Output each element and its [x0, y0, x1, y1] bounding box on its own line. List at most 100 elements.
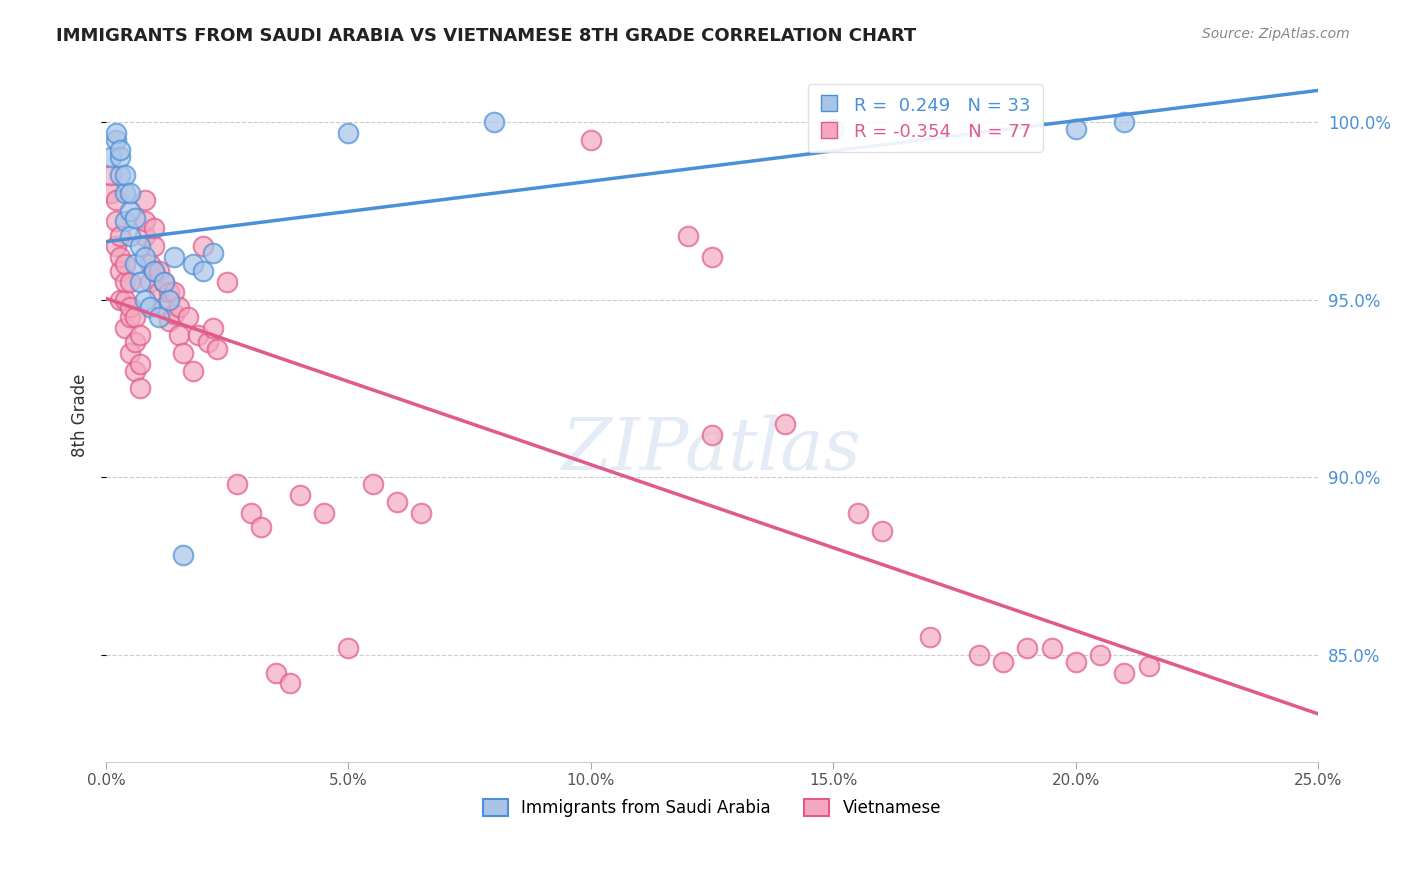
Point: [128, 275, 150, 289]
Point: [163, 250, 186, 264]
Point: [114, 214, 136, 228]
Point: [201, 246, 224, 260]
Point: [104, 193, 127, 207]
Point: [264, 665, 287, 680]
Point: [157, 285, 180, 300]
Point: [823, 122, 845, 136]
Point: [104, 214, 127, 228]
Point: [153, 300, 176, 314]
Point: [157, 293, 180, 307]
Point: [1137, 658, 1160, 673]
Point: [163, 307, 186, 321]
Point: [128, 239, 150, 253]
Point: [128, 328, 150, 343]
Point: [143, 264, 166, 278]
Point: [100, 150, 122, 164]
Point: [187, 328, 209, 343]
Point: [167, 328, 190, 343]
Point: [120, 275, 142, 289]
Point: [114, 186, 136, 200]
Point: [411, 506, 433, 520]
Point: [482, 115, 505, 129]
Point: [134, 193, 156, 207]
Text: ZIPatlas: ZIPatlas: [562, 415, 862, 485]
Point: [920, 630, 942, 644]
Point: [138, 257, 160, 271]
Legend: Immigrants from Saudi Arabia, Vietnamese: Immigrants from Saudi Arabia, Vietnamese: [477, 793, 948, 824]
Point: [177, 310, 200, 325]
Point: [138, 275, 160, 289]
Point: [361, 477, 384, 491]
Point: [124, 211, 146, 225]
Point: [676, 228, 699, 243]
Point: [143, 264, 166, 278]
Point: [114, 293, 136, 307]
Point: [128, 381, 150, 395]
Point: [191, 239, 214, 253]
Point: [250, 520, 273, 534]
Point: [110, 150, 132, 164]
Point: [134, 293, 156, 307]
Point: [991, 655, 1014, 669]
Point: [120, 228, 142, 243]
Point: [773, 417, 796, 431]
Point: [134, 214, 156, 228]
Point: [967, 648, 990, 662]
Point: [1064, 122, 1087, 136]
Point: [120, 300, 142, 314]
Point: [104, 126, 127, 140]
Point: [1114, 115, 1136, 129]
Point: [240, 506, 263, 520]
Point: [120, 310, 142, 325]
Point: [134, 250, 156, 264]
Point: [148, 310, 170, 325]
Point: [110, 250, 132, 264]
Point: [104, 133, 127, 147]
Point: [181, 364, 204, 378]
Point: [201, 321, 224, 335]
Point: [114, 168, 136, 182]
Point: [337, 126, 360, 140]
Point: [114, 321, 136, 335]
Text: IMMIGRANTS FROM SAUDI ARABIA VS VIETNAMESE 8TH GRADE CORRELATION CHART: IMMIGRANTS FROM SAUDI ARABIA VS VIETNAME…: [56, 27, 917, 45]
Point: [114, 275, 136, 289]
Point: [1040, 640, 1063, 655]
Point: [314, 506, 336, 520]
Point: [124, 257, 146, 271]
Point: [1088, 648, 1111, 662]
Point: [700, 427, 723, 442]
Point: [148, 285, 170, 300]
Point: [225, 477, 247, 491]
Point: [846, 506, 869, 520]
Point: [153, 275, 176, 289]
Point: [143, 239, 166, 253]
Point: [167, 300, 190, 314]
Point: [110, 264, 132, 278]
Point: [148, 264, 170, 278]
Point: [1017, 640, 1039, 655]
Point: [288, 488, 311, 502]
Point: [173, 549, 195, 563]
Point: [207, 343, 229, 357]
Point: [104, 239, 127, 253]
Point: [134, 228, 156, 243]
Point: [110, 168, 132, 182]
Point: [124, 364, 146, 378]
Point: [700, 250, 723, 264]
Point: [124, 310, 146, 325]
Point: [138, 300, 160, 314]
Point: [120, 186, 142, 200]
Point: [100, 168, 122, 182]
Point: [870, 524, 893, 538]
Point: [128, 357, 150, 371]
Point: [100, 186, 122, 200]
Point: [120, 203, 142, 218]
Y-axis label: 8th Grade: 8th Grade: [72, 374, 89, 457]
Point: [173, 346, 195, 360]
Point: [153, 275, 176, 289]
Point: [110, 143, 132, 157]
Point: [157, 314, 180, 328]
Point: [197, 335, 219, 350]
Point: [1114, 665, 1136, 680]
Point: [143, 221, 166, 235]
